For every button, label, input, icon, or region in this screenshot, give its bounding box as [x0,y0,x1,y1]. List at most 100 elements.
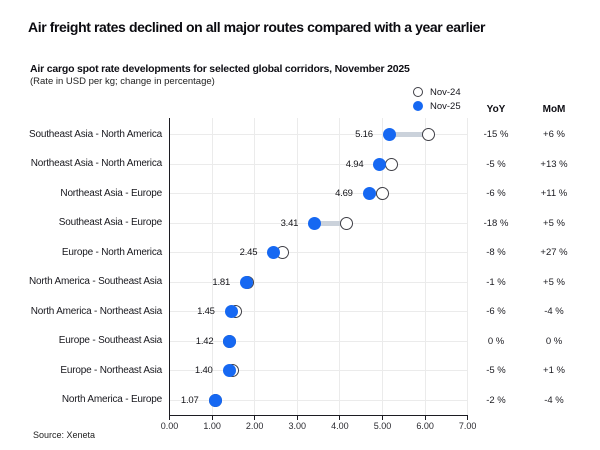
legend: Nov-24 Nov-25 [413,85,461,113]
value-label: 1.40 [194,365,213,376]
vertical-gridline [424,118,426,415]
nov24-marker [340,216,354,230]
legend-item-nov24: Nov-24 [413,85,461,99]
category-label: North America - Southeast Asia [29,276,162,287]
x-axis-tick-label: 2.00 [245,421,264,431]
nov24-marker [384,157,398,171]
nov25-marker [224,305,238,318]
chart-subtitle: Air cargo spot rate developments for sel… [30,63,410,75]
yoy-value: -2 % [486,394,506,406]
x-axis-line [169,415,469,416]
category-label: Northeast Asia - North America [30,158,162,169]
value-label: 3.41 [280,217,299,229]
vertical-gridline [296,118,298,415]
x-axis-tick [339,416,341,420]
vertical-gridline [382,118,383,415]
horizontal-gridline [169,311,468,312]
mom-value: +5 % [543,276,565,288]
value-label: 4.94 [345,158,364,170]
dumbbell-connector [314,220,347,226]
x-axis-tick-label: 6.00 [416,421,434,431]
horizontal-gridline [169,163,468,165]
category-label: Europe - Northeast Asia [60,364,162,376]
x-axis-tick [467,416,469,420]
nov25-marker [222,364,236,377]
mom-value: -4 % [544,306,564,317]
yoy-value: -5 % [486,158,506,170]
page-title: Air freight rates declined on all major … [28,19,486,35]
horizontal-gridline [169,370,468,371]
category-label: North America - Northeast Asia [30,305,162,317]
x-axis-tick-label: 1.00 [203,421,221,431]
category-label: Europe - Southeast Asia [58,335,162,346]
horizontal-gridline [169,193,468,194]
x-axis-tick [424,416,426,420]
value-label: 1.81 [212,276,231,288]
nov25-marker [308,216,322,230]
yoy-value: -6 % [486,188,506,199]
value-label: 1.07 [180,394,199,406]
horizontal-gridline [169,340,468,342]
dumbbell-connector [389,132,429,137]
horizontal-gridline [169,252,468,253]
nov24-marker [375,187,389,200]
nov25-marker [373,157,387,171]
nov25-marker [382,128,396,141]
mom-column-header: MoM [542,104,566,115]
legend-item-nov25: Nov-25 [413,99,461,113]
yoy-value: 0 % [487,335,505,347]
vertical-gridline [211,118,213,415]
x-axis-tick [211,416,213,420]
x-axis-tick [296,416,298,420]
category-label: Southeast Asia - Europe [58,217,162,228]
horizontal-gridline [169,134,468,135]
value-label: 5.16 [355,129,373,140]
mom-value: +27 % [540,247,568,258]
value-label: 1.45 [197,306,215,317]
category-label: Northeast Asia - Europe [60,187,162,199]
mom-value: +1 % [543,365,565,376]
value-label: 1.42 [195,335,214,347]
vertical-gridline [254,118,256,415]
x-axis-tick-label: 3.00 [288,421,307,431]
x-axis-tick-label: 4.00 [331,421,349,431]
category-label: Southeast Asia - North America [29,128,162,140]
legend-label: Nov-24 [430,86,461,98]
x-axis-tick-label: 5.00 [373,421,392,431]
yoy-value: -8 % [486,247,506,258]
horizontal-gridline [169,281,468,283]
source-credit: Source: Xeneta [33,430,96,440]
vertical-gridline [339,118,341,415]
yoy-value: -6 % [486,306,506,317]
x-axis-tick [169,416,170,420]
nov25-marker [267,246,281,259]
vertical-gridline [467,118,469,415]
mom-value: +13 % [540,158,568,170]
yoy-column-header: YoY [486,104,506,115]
value-label: 4.69 [335,188,353,199]
chart-subtitle-note: (Rate in USD per kg; change in percentag… [30,76,215,87]
mom-value: +5 % [543,217,565,229]
nov25-marker [240,275,254,289]
open-circle-icon [413,87,423,97]
value-label: 2.45 [239,247,258,258]
x-axis-tick [382,416,383,420]
mom-value: -4 % [544,394,564,406]
mom-value: +6 % [543,129,565,140]
horizontal-gridline [169,399,468,401]
yoy-value: -1 % [486,276,506,288]
x-axis-tick-label: 7.00 [458,421,477,431]
mom-value: +11 % [540,188,568,199]
filled-circle-icon [413,101,423,111]
legend-label: Nov-25 [430,100,461,112]
category-label: North America - Europe [61,394,162,405]
x-axis-tick-label: 0.00 [160,421,179,431]
yoy-value: -15 % [483,129,509,140]
nov24-marker [421,128,435,141]
category-label: Europe - North America [61,246,162,258]
yoy-value: -18 % [483,217,509,229]
y-axis-line [169,118,170,415]
x-axis-tick [254,416,256,420]
nov25-marker [223,334,237,348]
